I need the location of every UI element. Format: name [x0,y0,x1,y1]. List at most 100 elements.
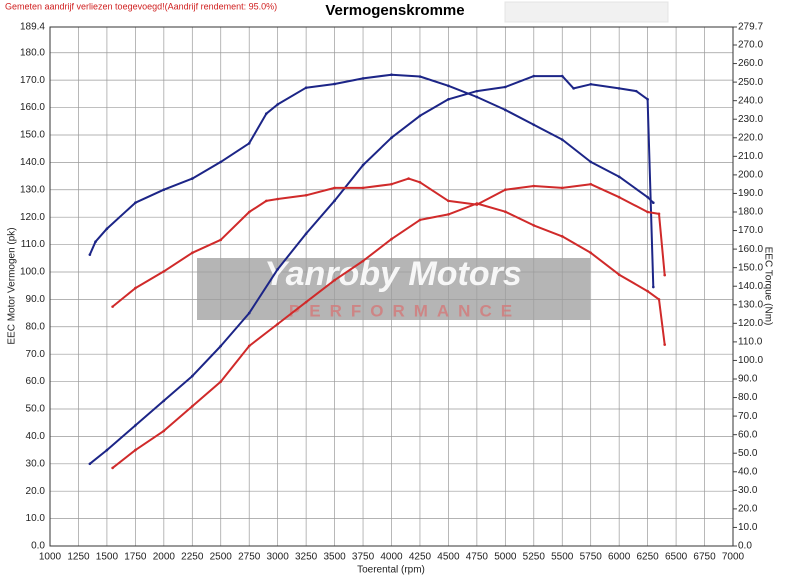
y2-tick-label: 110.0 [738,337,763,348]
data-point [532,74,536,78]
data-point [646,210,649,214]
data-point [105,448,109,452]
y2-tick-label: 40.0 [738,466,758,477]
x-tick-label: 5250 [523,552,546,563]
x-tick-label: 4500 [437,552,460,563]
x-tick-label: 7000 [722,552,745,563]
x-tick-label: 4000 [380,552,403,563]
data-point [663,273,666,277]
data-point [361,163,365,167]
y-tick-label: 90.0 [26,294,46,305]
y2-tick-label: 260.0 [738,58,763,69]
data-point [572,87,575,90]
data-point [504,85,507,89]
data-point [247,311,251,315]
x-tick-label: 2250 [181,552,204,563]
data-point [162,429,166,433]
y-tick-label: 180.0 [20,47,45,58]
x-tick-label: 1500 [96,552,119,563]
y2-tick-label: 30.0 [738,485,758,496]
y2-tick-label: 279.7 [738,22,763,33]
data-point [247,142,251,145]
data-point [219,238,223,242]
y2-tick-label: 150.0 [738,262,763,273]
y-tick-label: 0.0 [31,541,45,552]
y-axis-label: EEC Motor Vermogen (pk) [7,227,18,344]
x-tick-label: 6000 [608,552,631,563]
data-point [475,95,479,99]
data-point [88,462,92,466]
x-tick-label: 6500 [665,552,688,563]
data-point [247,344,251,348]
data-point [617,195,621,199]
data-point [589,182,593,186]
y2-tick-label: 160.0 [738,244,763,255]
y2-tick-label: 230.0 [738,114,763,125]
data-point [407,177,410,180]
y2-tick-label: 0.0 [738,541,752,552]
data-point [617,175,621,179]
data-point [657,212,661,216]
series-line [89,75,655,465]
y2-tick-label: 10.0 [738,522,758,533]
y-tick-label: 40.0 [26,431,46,442]
y2-tick-label: 100.0 [738,355,763,366]
y2-tick-label: 170.0 [738,225,763,236]
data-point [475,203,479,206]
series-line [111,202,666,469]
y-tick-label: 60.0 [26,376,46,387]
y-tick-label: 150.0 [20,130,45,141]
x-tick-label: 5750 [580,552,603,563]
y2-tick-label: 50.0 [738,448,758,459]
subtitle: Gemeten aandrijf verliezen toegevoegd!(A… [5,1,277,11]
y2-tick-label: 90.0 [738,374,758,385]
data-point [447,84,450,88]
data-point [333,199,336,203]
data-point [663,343,666,346]
x-tick-label: 1250 [67,552,90,563]
x-tick-label: 6750 [693,552,716,563]
data-point [247,210,251,214]
data-point [276,103,279,106]
data-point [111,466,114,470]
y2-tick-label: 240.0 [738,95,763,106]
watermark-subtext: PERFORMANCE [289,301,521,320]
x-tick-label: 5000 [494,552,517,563]
data-point [475,89,479,93]
data-point [447,213,450,216]
data-point [134,201,137,205]
x-tick-label: 1750 [124,552,147,563]
data-point [532,184,536,188]
data-point [162,188,166,192]
y2-axis-label: EEC Torque (Nm) [762,247,773,326]
data-point [560,186,564,190]
x-tick-label: 2750 [238,552,261,563]
data-point [162,270,166,273]
data-point [390,182,393,186]
x-tick-label: 2000 [153,552,176,563]
data-point [219,160,223,164]
data-point [304,193,308,197]
x-tick-label: 4750 [466,552,489,563]
y-tick-label: 20.0 [26,486,46,497]
data-point [646,289,649,293]
y2-tick-label: 200.0 [738,170,763,181]
y-tick-label: 10.0 [26,513,46,524]
plot-frame [49,26,734,547]
y2-tick-label: 210.0 [738,151,763,162]
x-tick-label: 2500 [210,552,233,563]
y2-tick-label: 220.0 [738,132,763,143]
data-point [657,298,661,301]
y-tick-label: 50.0 [26,404,46,415]
data-point [617,87,621,90]
data-point [276,267,279,271]
y2-tick-label: 80.0 [738,392,758,403]
data-point [447,199,450,203]
x-tick-label: 1000 [39,552,62,563]
y2-tick-label: 180.0 [738,207,763,218]
y2-tick-label: 250.0 [738,77,763,88]
x-tick-label: 6250 [637,552,660,563]
data-point [333,186,336,190]
data-point [532,123,536,127]
